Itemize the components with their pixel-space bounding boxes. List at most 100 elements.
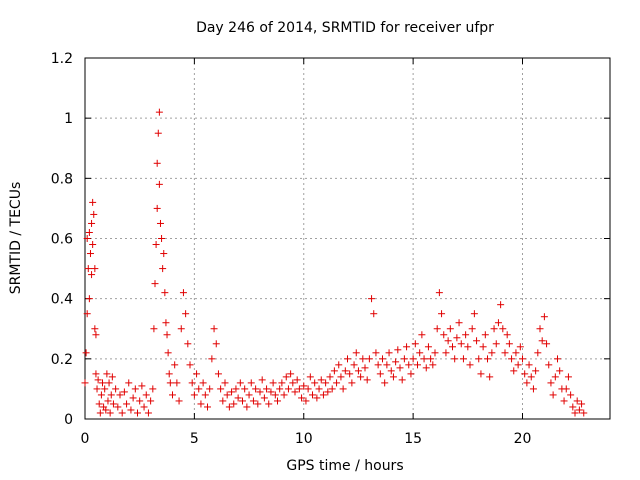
data-point	[396, 364, 404, 372]
data-point	[361, 364, 369, 372]
data-point	[99, 379, 106, 387]
data-point	[101, 385, 109, 393]
data-point	[276, 385, 284, 393]
data-point	[271, 391, 279, 399]
data-point	[188, 379, 196, 387]
data-point	[169, 391, 176, 399]
data-point	[403, 343, 411, 351]
data-point	[431, 349, 439, 357]
data-point	[543, 340, 551, 348]
data-point	[214, 370, 222, 378]
data-point	[225, 403, 233, 411]
data-point	[182, 310, 190, 318]
y-tick-label: 1.2	[51, 51, 73, 67]
data-point	[523, 379, 531, 387]
data-point	[381, 379, 389, 387]
y-tick-label: 0.8	[51, 171, 73, 187]
data-point	[409, 355, 417, 363]
data-point	[540, 313, 548, 321]
y-tick-label: 0.4	[51, 292, 73, 308]
data-point	[278, 379, 286, 387]
data-point	[385, 349, 393, 357]
data-point	[365, 355, 373, 363]
data-point	[236, 379, 244, 387]
data-point	[249, 397, 257, 405]
data-point	[108, 373, 116, 381]
data-point	[82, 349, 90, 357]
data-point	[267, 388, 275, 396]
data-point	[92, 370, 100, 378]
data-point	[335, 361, 343, 369]
data-point	[221, 379, 229, 387]
data-point	[208, 355, 216, 363]
data-point	[505, 340, 513, 348]
data-point	[83, 310, 91, 318]
data-point	[549, 391, 557, 399]
data-point	[89, 241, 97, 249]
data-point	[260, 394, 268, 402]
data-point	[83, 235, 91, 242]
data-point	[468, 325, 476, 333]
data-point	[239, 397, 246, 405]
data-point	[241, 385, 249, 393]
data-point	[470, 310, 478, 318]
data-point	[199, 379, 207, 387]
data-point	[420, 355, 428, 363]
data-point	[254, 400, 262, 408]
data-point	[184, 340, 192, 348]
data-point	[190, 391, 198, 399]
data-point	[379, 355, 386, 363]
data-point	[85, 295, 93, 303]
data-point	[547, 379, 555, 387]
data-point	[514, 361, 522, 369]
data-point	[138, 382, 146, 390]
data-point	[494, 319, 502, 327]
data-point	[538, 337, 546, 345]
data-point	[223, 391, 231, 399]
data-point	[536, 325, 544, 333]
data-point	[116, 391, 124, 399]
data-point	[440, 331, 448, 339]
data-point	[129, 394, 137, 402]
data-point	[97, 391, 105, 399]
data-point	[134, 409, 141, 417]
data-point	[455, 319, 463, 327]
data-point	[418, 331, 426, 339]
data-point	[131, 385, 139, 393]
data-point	[258, 376, 266, 384]
data-point	[368, 295, 376, 303]
data-point	[88, 219, 96, 227]
data-point	[298, 394, 306, 402]
data-point	[376, 370, 384, 378]
data-point	[374, 361, 382, 369]
data-point	[197, 400, 205, 408]
x-axis-title: GPS time / hours	[286, 458, 403, 474]
data-point	[315, 385, 323, 393]
data-point	[473, 337, 481, 345]
data-point	[569, 403, 577, 411]
data-point	[171, 361, 179, 369]
data-point	[177, 325, 185, 333]
data-points	[81, 108, 588, 417]
data-point	[293, 376, 301, 384]
data-point	[501, 349, 509, 357]
data-point	[252, 385, 260, 393]
y-tick-label: 0.6	[51, 232, 73, 248]
data-point	[234, 394, 242, 402]
data-point	[232, 385, 240, 393]
data-point	[300, 382, 308, 390]
data-point	[274, 397, 281, 405]
data-point	[411, 340, 419, 348]
data-point	[392, 358, 400, 366]
data-point	[90, 210, 98, 218]
data-point	[245, 391, 253, 399]
data-point	[127, 406, 135, 414]
data-point	[573, 397, 581, 405]
data-point	[118, 409, 126, 417]
data-point	[512, 349, 520, 357]
data-point	[442, 349, 450, 357]
data-point	[304, 385, 312, 393]
data-point	[92, 331, 100, 339]
data-point	[479, 343, 487, 351]
data-point	[91, 265, 99, 273]
